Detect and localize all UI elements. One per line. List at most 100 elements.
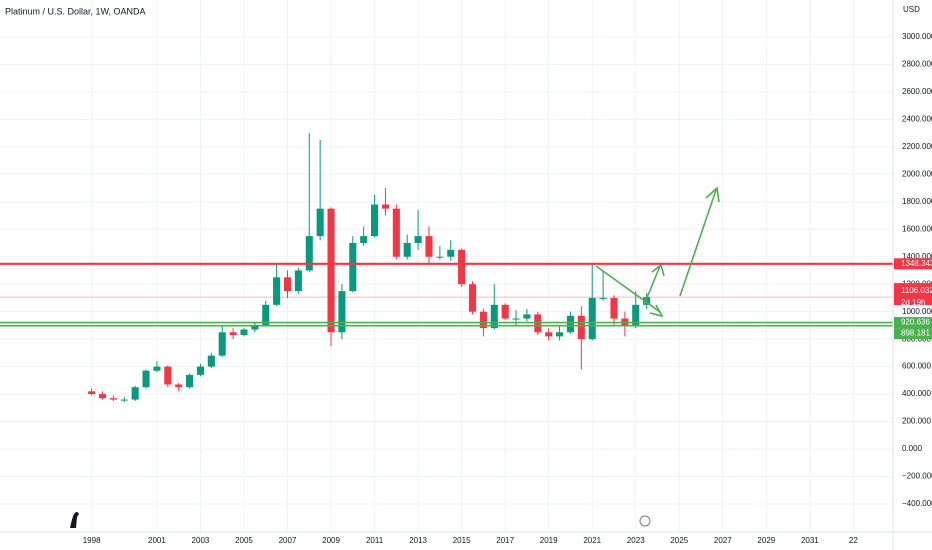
- x-tick-label: 2019: [540, 536, 558, 545]
- candle-body: [577, 315, 585, 340]
- x-tick-label: 2021: [583, 536, 601, 545]
- y-tick-label: 400.000: [902, 389, 931, 398]
- level-tag: 920.636: [901, 318, 930, 327]
- candle-body: [98, 394, 107, 399]
- y-tick-label: 600.000: [902, 362, 931, 371]
- last-price-tag-bg: [894, 283, 932, 306]
- candle-body: [403, 242, 411, 257]
- candle-body: [566, 315, 574, 333]
- candle-body: [88, 391, 96, 395]
- candle-body: [523, 314, 531, 319]
- level-tag-bg: [894, 328, 932, 340]
- y-tick-label: 2600.000: [902, 87, 932, 96]
- candle-body: [120, 399, 128, 401]
- axes: −400.000 −200.000 0.000 200.000 400.000 600.0…: [83, 32, 932, 545]
- grid: [0, 0, 893, 532]
- x-tick-label: 2023: [627, 536, 645, 545]
- candle-body: [262, 304, 270, 326]
- x-tick-label: 1998: [83, 536, 101, 545]
- candle-body: [490, 304, 498, 329]
- x-tick-label: 2011: [366, 536, 384, 545]
- candle-body: [447, 249, 455, 257]
- level-tag-bg: [894, 258, 932, 270]
- x-tick-label: 2003: [192, 536, 210, 545]
- candle-body: [643, 297, 651, 305]
- level-tag: 1348.343: [901, 259, 932, 268]
- y-tick-label: −200.000: [902, 472, 932, 481]
- event-icon: [639, 515, 651, 527]
- x-tick-label: 2015: [453, 536, 471, 545]
- x-tick-label: 2007: [279, 536, 297, 545]
- candle-body: [610, 297, 618, 319]
- arrow-head: [705, 186, 720, 203]
- plot: [0, 133, 893, 403]
- logo: [70, 512, 79, 528]
- candle-body: [142, 370, 150, 388]
- candle-body: [468, 284, 477, 312]
- y-tick-label: 2200.000: [902, 142, 932, 151]
- candle-body: [545, 332, 553, 337]
- candle-body: [294, 270, 302, 292]
- candle-body: [305, 236, 313, 271]
- last-price-tag: 1106.032: [901, 286, 932, 295]
- y-tick-label: 2400.000: [902, 114, 932, 123]
- x-tick-label: 2027: [714, 536, 732, 545]
- candle-body: [251, 325, 259, 330]
- candle-body: [175, 384, 183, 388]
- drawings: [595, 186, 720, 318]
- x-tick-label: 2013: [409, 536, 427, 545]
- y-tick-label: 200.000: [902, 417, 931, 426]
- candle-body: [196, 366, 204, 375]
- x-tick-label: 2017: [496, 536, 514, 545]
- candle-body: [240, 329, 248, 336]
- candle-body: [131, 387, 139, 400]
- candle-body: [512, 318, 520, 320]
- candle-body: [283, 277, 292, 292]
- candle-body: [556, 332, 564, 337]
- y-tick-label: 1400.000: [902, 252, 932, 261]
- candle-body: [273, 277, 281, 305]
- candle-body: [381, 204, 389, 209]
- candle-body: [632, 304, 640, 326]
- arrow-head: [649, 304, 664, 318]
- arrow-head: [651, 263, 665, 277]
- y-tick-label: −400.000: [902, 499, 932, 508]
- arrow: [679, 189, 717, 297]
- x-tick-label: 2031: [801, 536, 819, 545]
- chart-title: Platinum / U.S. Dollar, 1W, OANDA: [5, 6, 146, 16]
- candle-body: [371, 204, 379, 237]
- candle-body: [392, 208, 400, 257]
- y-tick-label: 2000.000: [902, 169, 932, 178]
- x-tick-label: 2001: [148, 536, 166, 545]
- candle-body: [458, 249, 466, 285]
- candle-body: [436, 256, 444, 258]
- candle-body: [338, 291, 346, 333]
- candle-body: [588, 297, 596, 340]
- candle-body: [479, 311, 487, 329]
- x-tick-label: 2029: [757, 536, 775, 545]
- candle-body: [153, 366, 161, 371]
- candle-body: [327, 208, 335, 333]
- y-tick-label: 1800.000: [902, 197, 932, 206]
- candle-body: [207, 355, 215, 367]
- candle-body: [501, 304, 509, 319]
- x-tick-label: 2009: [322, 536, 340, 545]
- trend-line: [595, 265, 661, 313]
- candle-body: [186, 374, 194, 388]
- candle-body: [229, 332, 237, 336]
- level-tag: 898.181: [901, 329, 930, 338]
- candle-body: [109, 398, 117, 400]
- candle-body: [425, 236, 433, 257]
- y-tick-label: 1000.000: [902, 307, 932, 316]
- x-tick-label: 2005: [235, 536, 253, 545]
- candle-body: [599, 297, 607, 299]
- y-tick-label: 1600.000: [902, 224, 932, 233]
- x-tick-label: 22: [849, 536, 858, 545]
- countdown: 2d 19h: [901, 298, 925, 307]
- arrow: [643, 265, 661, 306]
- candle-body: [164, 366, 172, 385]
- candle-body: [360, 236, 368, 243]
- candle-body: [218, 332, 226, 356]
